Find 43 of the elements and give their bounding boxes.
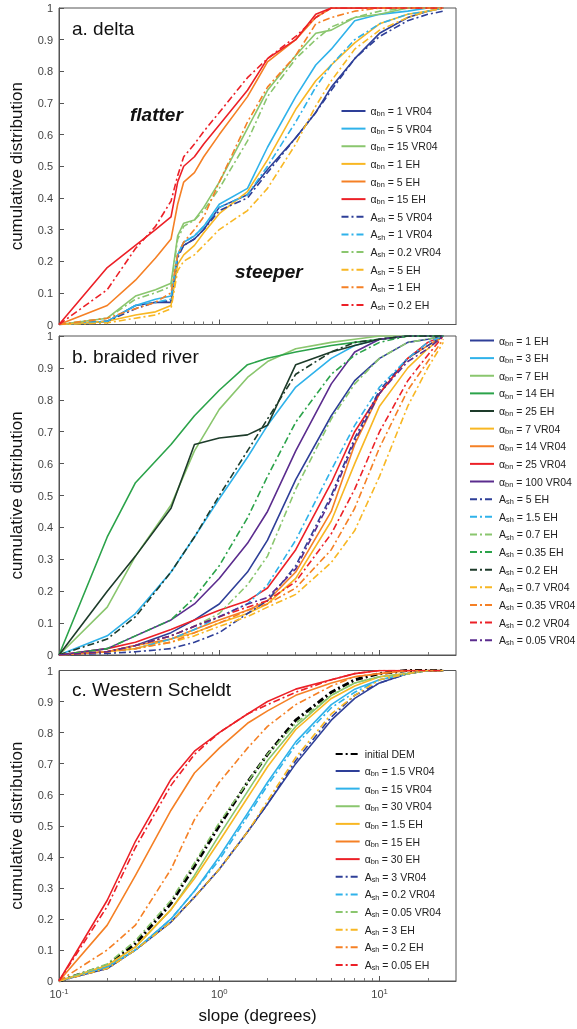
y-tick-label: 0.6 xyxy=(37,457,53,470)
y-tick-label: 0.7 xyxy=(37,757,53,770)
x-axis-title: slope (degrees) xyxy=(198,1006,317,1025)
y-tick-label: 0.6 xyxy=(37,128,53,141)
y-tick-label: 0.8 xyxy=(37,393,53,406)
y-tick-label: 0.3 xyxy=(37,223,53,236)
y-tick-label: 0.8 xyxy=(37,65,53,78)
legend-label: initial DEM xyxy=(364,748,415,760)
y-tick-label: 0.2 xyxy=(37,255,53,268)
y-tick-label: 0.2 xyxy=(37,912,53,925)
annotation: steeper xyxy=(235,261,305,282)
y-tick-label: 0.9 xyxy=(37,361,53,374)
y-axis-title: cumulative distribution xyxy=(7,82,26,251)
y-tick-label: 0 xyxy=(46,318,53,331)
y-tick-label: 0 xyxy=(46,649,53,661)
y-tick-label: 0.1 xyxy=(37,286,53,299)
annotation: flatter xyxy=(130,104,185,125)
y-tick-label: 0.6 xyxy=(37,788,53,801)
y-tick-label: 0.1 xyxy=(37,943,53,956)
y-tick-label: 0.7 xyxy=(37,96,53,109)
y-tick-label: 0.3 xyxy=(37,881,53,894)
y-tick-label: 0.3 xyxy=(37,553,53,566)
y-axis-title: cumulative distribution xyxy=(7,741,26,910)
y-axis-title: cumulative distribution xyxy=(7,411,26,580)
text: a. delta xyxy=(72,18,135,39)
y-tick-label: 1 xyxy=(46,2,53,14)
y-tick-label: 0.5 xyxy=(37,819,53,832)
y-tick-label: 0.7 xyxy=(37,425,53,438)
y-tick-label: 0.2 xyxy=(37,585,53,598)
y-tick-label: 1 xyxy=(46,664,53,677)
y-tick-label: 0.5 xyxy=(37,489,53,502)
y-tick-label: 0 xyxy=(46,975,53,987)
y-tick-label: 0.4 xyxy=(37,191,53,204)
y-tick-label: 1 xyxy=(46,330,53,342)
y-tick-label: 0.8 xyxy=(37,726,53,739)
text: c. Western Scheldt xyxy=(72,679,232,700)
y-tick-label: 0.9 xyxy=(37,695,53,708)
y-tick-label: 0.4 xyxy=(37,850,53,863)
y-tick-label: 0.9 xyxy=(37,33,53,46)
text: b. braided river xyxy=(72,346,200,367)
y-tick-label: 0.4 xyxy=(37,521,53,534)
y-tick-label: 0.5 xyxy=(37,160,53,173)
y-tick-label: 0.1 xyxy=(37,617,53,630)
